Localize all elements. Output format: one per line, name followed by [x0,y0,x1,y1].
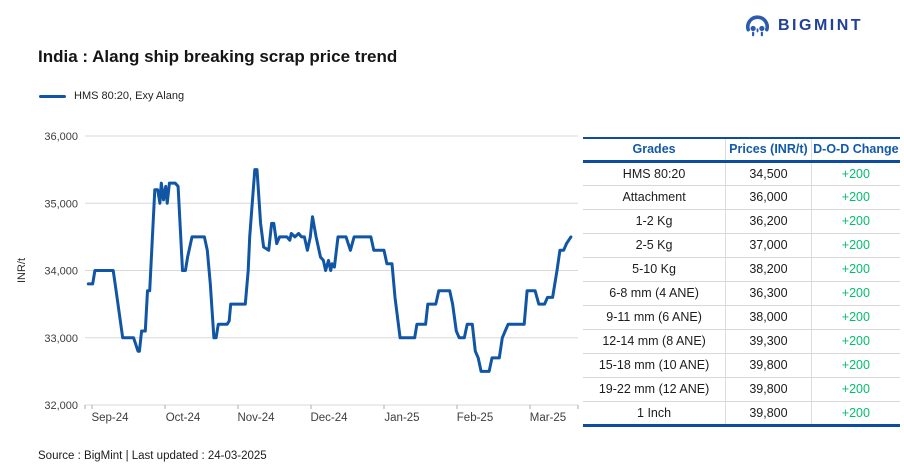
table-row: 2-5 Kg 37,000 +200 [583,233,900,258]
x-axis-tick-label: Mar-25 [530,412,566,424]
column-header-grades: Grades [583,138,727,163]
prices-table: Grades Prices (INR/t) D-O-D Change HMS 8… [583,137,900,427]
bigmint-logo-icon [746,15,769,37]
grade-cell: 9-11 mm (6 ANE) [583,305,727,330]
price-cell: 38,200 [725,257,812,282]
grade-cell: 15-18 mm (10 ANE) [583,353,727,378]
price-cell: 39,800 [725,401,812,427]
y-axis-tick-label: 34,000 [44,266,78,278]
y-axis-tick-label: 33,000 [44,333,78,345]
change-cell: +200 [811,329,900,354]
x-axis-tick-label: Sep-24 [91,412,129,424]
table-row: Attachment 36,000 +200 [583,185,900,210]
table-row: 6-8 mm (4 ANE) 36,300 +200 [583,281,900,306]
price-trend-chart: 36,000 35,000 34,000 33,000 32,000 INR/t Sep-2… [16,131,579,424]
price-cell: 37,000 [725,233,812,258]
price-cell: 36,000 [725,185,812,210]
change-cell: +200 [811,233,900,258]
y-axis-tick-label: 36,000 [44,131,78,143]
table-row: 15-18 mm (10 ANE) 39,800 +200 [583,353,900,378]
table-row: 12-14 mm (8 ANE) 39,300 +200 [583,329,900,354]
x-axis-tick-label: Oct-24 [166,412,201,424]
legend-line-swatch [39,94,66,98]
change-cell: +200 [811,209,900,234]
column-header-prices: Prices (INR/t) [725,138,812,163]
source-note: Source : BigMint | Last updated : 24-03-… [38,450,267,462]
price-cell: 36,300 [725,281,812,306]
grade-cell: 6-8 mm (4 ANE) [583,281,727,306]
chart-legend: HMS 80:20, Exy Alang [39,90,184,102]
page-title: India : Alang ship breaking scrap price … [38,47,398,66]
change-cell: +200 [811,305,900,330]
change-cell: +200 [811,353,900,378]
legend-label: HMS 80:20, Exy Alang [74,90,185,102]
y-axis-tick-label: 32,000 [44,400,78,412]
table-row: 1-2 Kg 36,200 +200 [583,209,900,234]
price-cell: 39,800 [725,353,812,378]
price-cell: 34,500 [725,161,812,186]
x-axis-tick-label: Feb-25 [457,412,493,424]
column-header-change: D-O-D Change [811,138,900,163]
grade-cell: 2-5 Kg [583,233,727,258]
table-header-row: Grades Prices (INR/t) D-O-D Change [583,138,900,163]
change-cell: +200 [811,401,900,427]
change-cell: +200 [811,281,900,306]
table-row: 5-10 Kg 38,200 +200 [583,257,900,282]
grade-cell: Attachment [583,185,727,210]
grade-cell: 5-10 Kg [583,257,727,282]
grade-cell: 12-14 mm (8 ANE) [583,329,727,354]
price-cell: 36,200 [725,209,812,234]
bigmint-logo: BIGMINT [744,12,863,39]
price-cell: 39,800 [725,377,812,402]
x-axis-tick-label: Dec-24 [310,412,348,424]
grade-cell: 19-22 mm (12 ANE) [583,377,727,402]
grade-cell: 1 Inch [583,401,727,427]
change-cell: +200 [811,161,900,186]
change-cell: +200 [811,185,900,210]
grade-cell: 1-2 Kg [583,209,727,234]
brand-name: BIGMINT [778,16,864,34]
change-cell: +200 [811,377,900,402]
price-cell: 38,000 [725,305,812,330]
x-axis-tick-label: Nov-24 [237,412,275,424]
grade-cell: HMS 80:20 [583,161,727,186]
table-row: 9-11 mm (6 ANE) 38,000 +200 [583,305,900,330]
change-cell: +200 [811,257,900,282]
table-row: 1 Inch 39,800 +200 [583,401,900,427]
y-axis-title: INR/t [16,258,28,283]
y-axis-tick-label: 35,000 [44,198,78,210]
price-cell: 39,300 [725,329,812,354]
x-axis-tick-label: Jan-25 [384,412,419,424]
table-row: 19-22 mm (12 ANE) 39,800 +200 [583,377,900,402]
price-line-series [86,168,573,373]
table-row: HMS 80:20 34,500 +200 [583,161,900,186]
